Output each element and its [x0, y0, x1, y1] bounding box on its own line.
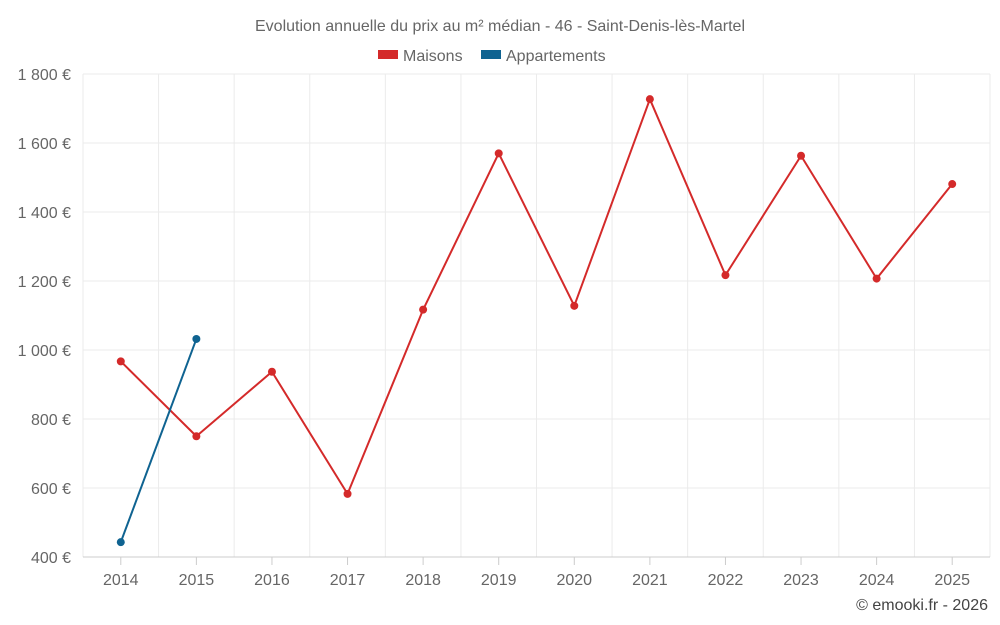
series-appartements [116, 334, 201, 547]
x-tick-label: 2022 [708, 572, 744, 589]
data-point-maisons[interactable] [721, 271, 730, 280]
x-tick-label: 2025 [934, 572, 970, 589]
grid [82, 73, 991, 557]
y-tick-label: 400 € [31, 550, 71, 567]
y-tick-label: 600 € [31, 481, 71, 498]
data-point-maisons[interactable] [872, 274, 881, 283]
chart-title: Evolution annuelle du prix au m² médian … [255, 18, 745, 35]
y-tick-label: 1 600 € [18, 136, 71, 153]
legend: Maisons Appartements [378, 48, 606, 65]
series-maisons [116, 95, 957, 498]
series-line-appartements [119, 338, 198, 543]
series [116, 95, 957, 547]
y-tick-label: 1 400 € [18, 205, 71, 222]
y-tick-label: 800 € [31, 412, 71, 429]
data-point-maisons[interactable] [116, 357, 125, 366]
y-tick-label: 1 000 € [18, 343, 71, 360]
x-tick-label: 2024 [859, 572, 895, 589]
data-point-maisons[interactable] [948, 180, 957, 189]
x-tick-label: 2021 [632, 572, 668, 589]
data-point-maisons[interactable] [419, 305, 428, 314]
series-line-maisons [120, 98, 953, 495]
x-tick-label: 2015 [179, 572, 215, 589]
x-tick-label: 2020 [556, 572, 592, 589]
data-point-maisons[interactable] [343, 489, 352, 498]
legend-label-appartements: Appartements [506, 48, 606, 65]
x-tick-label: 2023 [783, 572, 819, 589]
legend-label-maisons: Maisons [403, 48, 463, 65]
data-point-maisons[interactable] [645, 95, 654, 104]
data-point-maisons[interactable] [192, 432, 201, 441]
x-tick-label: 2019 [481, 572, 517, 589]
data-point-appartements[interactable] [192, 334, 201, 343]
x-tick-label: 2017 [330, 572, 366, 589]
data-point-maisons[interactable] [570, 301, 579, 310]
y-tick-label: 1 200 € [18, 274, 71, 291]
x-tick-label: 2018 [405, 572, 441, 589]
data-point-maisons[interactable] [494, 149, 503, 158]
credit-text: © emooki.fr - 2026 [856, 597, 988, 614]
legend-item-appartements[interactable]: Appartements [481, 48, 606, 65]
data-point-maisons[interactable] [267, 367, 276, 376]
legend-swatch-appartements [481, 50, 501, 59]
x-tick-label: 2016 [254, 572, 290, 589]
y-tick-label: 1 800 € [18, 67, 71, 84]
x-tick-label: 2014 [103, 572, 139, 589]
legend-item-maisons[interactable]: Maisons [378, 48, 463, 65]
axes: 400 € 600 € 800 € 1 000 € 1 200 € 1 400 € 1 60… [18, 67, 990, 589]
legend-swatch-maisons [378, 50, 398, 59]
data-point-appartements[interactable] [116, 538, 125, 547]
data-point-maisons[interactable] [797, 151, 806, 160]
